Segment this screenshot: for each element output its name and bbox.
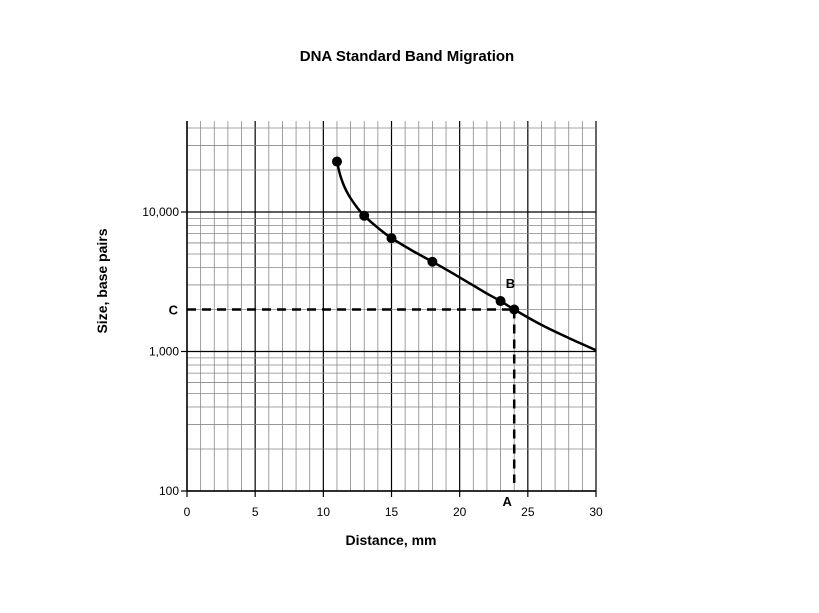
x-tick-label: 5 xyxy=(252,505,259,519)
annotations: A B C xyxy=(169,276,515,509)
guide-lines xyxy=(187,308,516,483)
data-points xyxy=(331,156,520,315)
chart-title: DNA Standard Band Migration xyxy=(300,48,514,65)
fit-curve xyxy=(335,161,597,352)
annotation-b: B xyxy=(506,276,515,291)
x-axis-label: Distance, mm xyxy=(345,532,436,548)
data-point xyxy=(495,296,506,307)
data-point xyxy=(427,256,438,267)
data-point xyxy=(386,233,397,244)
annotation-c: C xyxy=(169,303,179,318)
x-tick-label: 20 xyxy=(453,505,467,519)
grid xyxy=(186,121,597,492)
y-tick-label: 10,000 xyxy=(142,205,179,219)
x-tick-label: 25 xyxy=(521,505,535,519)
annotation-a: A xyxy=(503,494,513,509)
data-point xyxy=(509,304,520,315)
tick-labels: 0 5 10 15 20 25 30 100 1,000 10,000 xyxy=(142,205,603,519)
data-point xyxy=(359,210,370,221)
x-tick-label: 30 xyxy=(589,505,603,519)
y-tick-label: 1,000 xyxy=(149,345,179,359)
x-tick-label: 10 xyxy=(317,505,331,519)
x-tick-label: 15 xyxy=(385,505,399,519)
data-point xyxy=(331,156,342,167)
x-tick-label: 0 xyxy=(184,505,191,519)
y-tick-label: 100 xyxy=(159,484,179,498)
y-axis-label: Size, base pairs xyxy=(94,228,110,333)
